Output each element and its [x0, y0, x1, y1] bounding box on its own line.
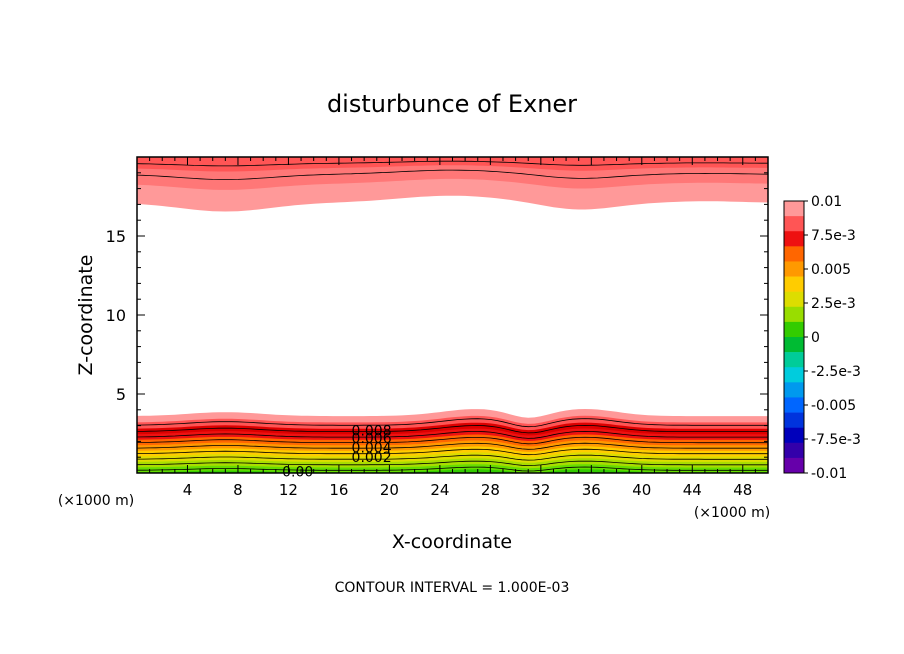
contour-label: 0.00 [282, 464, 313, 480]
contour-line [137, 436, 768, 445]
colorbar-swatch [784, 397, 804, 413]
y-tick-label: 15 [106, 227, 126, 246]
x-unit-label-left: (×1000 m) [58, 493, 134, 509]
contour-label: 0.006 [352, 431, 392, 447]
x-tick-label: 28 [481, 481, 500, 499]
colorbar-swatch [784, 246, 804, 262]
contour-band [137, 157, 768, 172]
contour-line [137, 442, 768, 450]
x-axis: 4 8 12 16 20 24 28 32 36 40 44 48 [149, 157, 756, 499]
colorbar-label: 7.5e-3 [811, 228, 856, 244]
colorbar-swatch [784, 201, 804, 217]
y-axis: 5 10 15 [106, 172, 768, 458]
colorbar-swatch [784, 352, 804, 368]
x-tick-label: 40 [632, 481, 651, 499]
contour-line [137, 448, 768, 456]
colorbar-label: 0 [811, 330, 820, 346]
colorbar-swatch [784, 382, 804, 398]
contour-label: 0.004 [352, 441, 392, 457]
y-tick-label: 10 [106, 306, 126, 325]
plot-area [137, 157, 768, 473]
y-axis-label: Z-coordinate [75, 255, 97, 376]
colorbar-swatch [784, 427, 804, 444]
contour-line [137, 160, 768, 167]
colorbar-swatch [784, 216, 804, 232]
colorbar-swatch [784, 306, 804, 323]
colorbar: 0.01 7.5e-3 0.005 2.5e-3 0 -2.5e-3 -0.005 -7.5e… [783, 194, 861, 482]
x-unit-label-right: (×1000 m) [694, 505, 770, 521]
x-tick-label: 8 [233, 481, 243, 499]
x-tick-label: 12 [279, 481, 298, 499]
y-tick-label: 5 [116, 385, 126, 404]
contour-line [137, 454, 768, 461]
x-tick-label: 24 [430, 481, 449, 499]
colorbar-swatch [784, 321, 804, 338]
contour-interval-footer: CONTOUR INTERVAL = 1.000E-03 [335, 580, 570, 596]
colorbar-swatch [784, 442, 804, 459]
colorbar-label: -2.5e-3 [811, 364, 861, 380]
x-tick-label: 32 [531, 481, 550, 499]
colorbar-label: -0.005 [811, 398, 856, 414]
colorbar-swatch [784, 337, 804, 353]
x-tick-label: 48 [733, 481, 752, 499]
contour-line [137, 466, 768, 472]
x-tick-label: 4 [183, 481, 193, 499]
x-tick-label: 20 [380, 481, 399, 499]
contour-label: 0.002 [352, 450, 392, 466]
colorbar-swatch [784, 231, 804, 247]
chart-title: disturbunce of Exner [327, 90, 577, 118]
x-tick-label: 36 [582, 481, 601, 499]
colorbar-swatch [784, 261, 804, 277]
colorbar-swatch [784, 457, 804, 474]
colorbar-swatch [784, 367, 804, 383]
x-tick-label: 16 [329, 481, 348, 499]
contour-line [137, 169, 768, 181]
contour-line [137, 418, 768, 428]
colorbar-swatch [784, 276, 804, 292]
colorbar-label: 0.005 [811, 262, 851, 278]
colorbar-label: 2.5e-3 [811, 296, 856, 312]
colorbar-label: -7.5e-3 [811, 432, 861, 448]
x-tick-label: 44 [683, 481, 702, 499]
contour-line [137, 430, 768, 439]
contour-label: 0.008 [352, 423, 392, 439]
x-axis-label: X-coordinate [392, 531, 512, 553]
colorbar-label: -0.01 [811, 466, 847, 482]
colorbar-swatch [784, 291, 804, 308]
contour-line [137, 424, 768, 434]
colorbar-swatch [784, 412, 804, 428]
colorbar-label: 0.01 [811, 194, 842, 210]
contour-line [137, 460, 768, 467]
